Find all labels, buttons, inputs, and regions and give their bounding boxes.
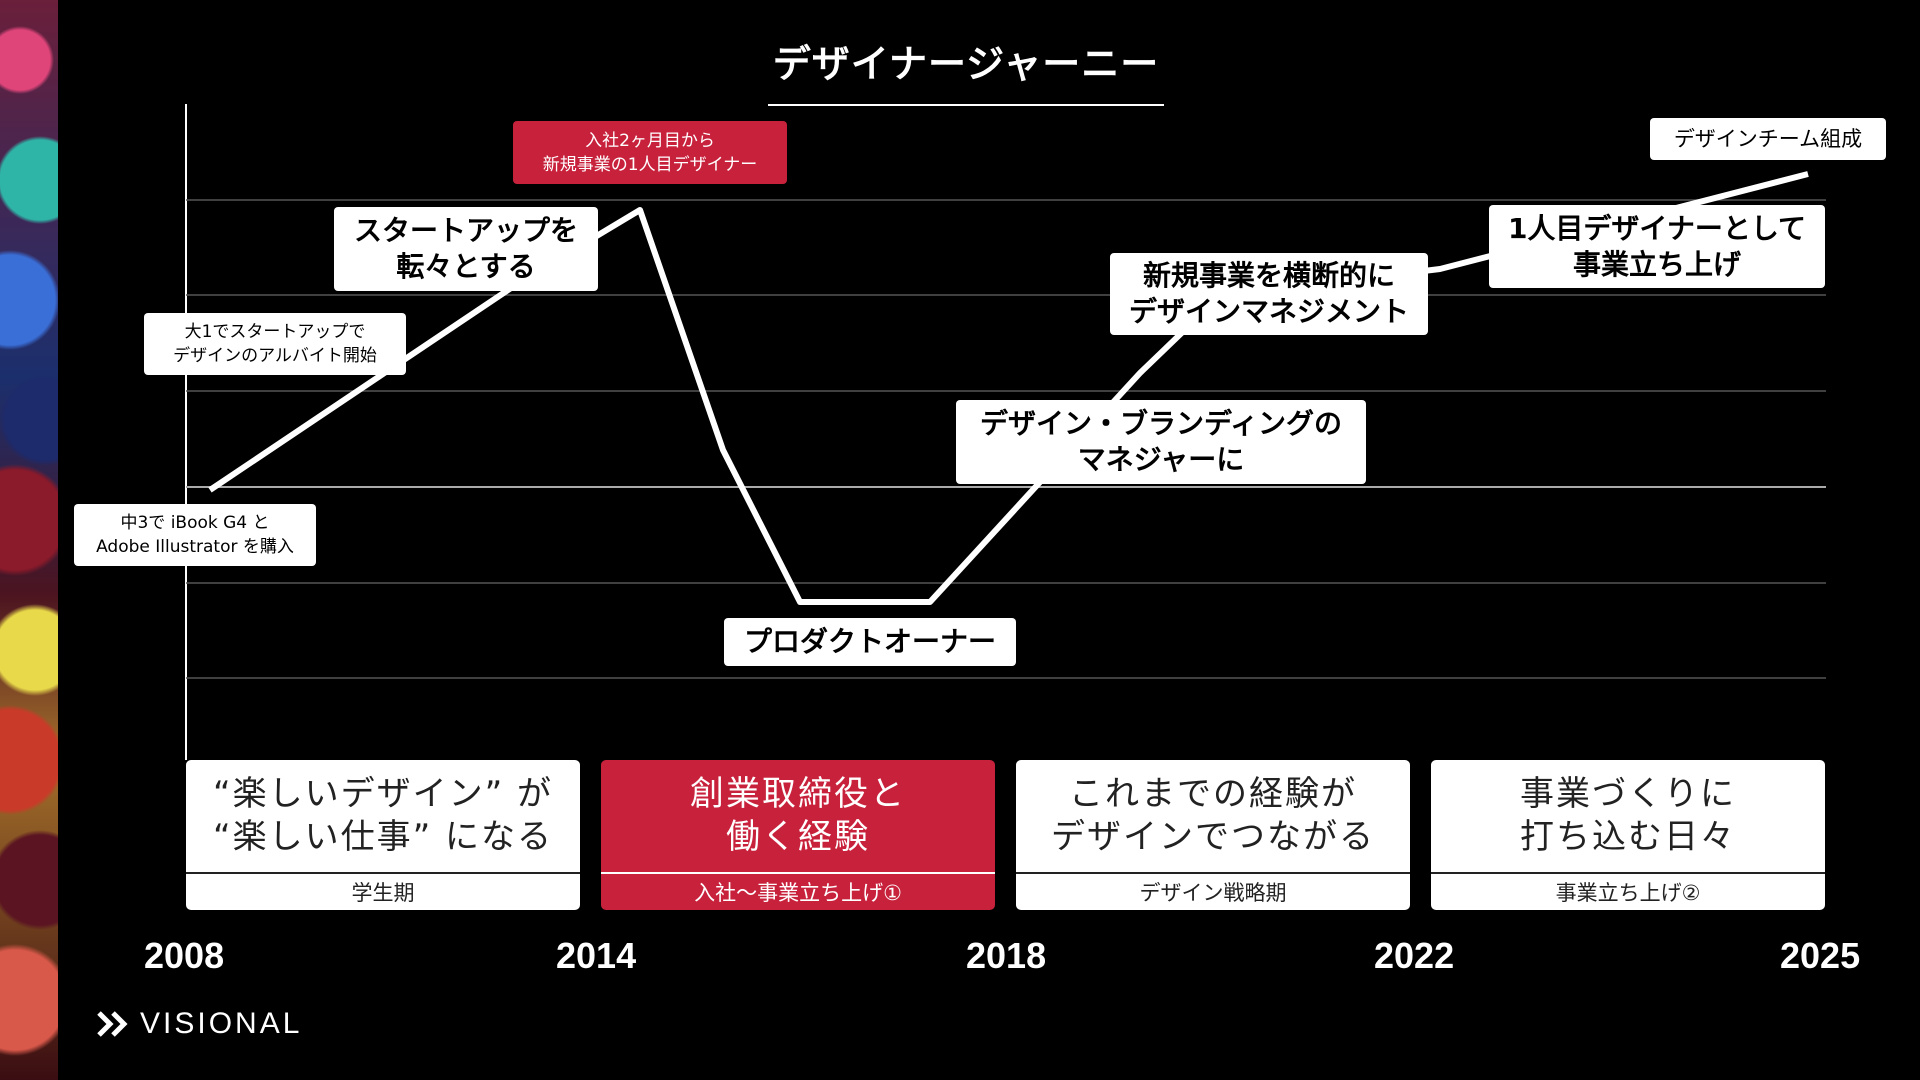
- event-label-first-designer: 1人目デザイナーとして 事業立ち上げ: [1489, 205, 1825, 288]
- event-label-cross-design: 新規事業を横断的に デザインマネジメント: [1110, 253, 1428, 335]
- year-label-2018: 2018: [966, 935, 1047, 976]
- event-label-team: デザインチーム組成: [1650, 118, 1886, 160]
- year-label-2014: 2014: [556, 935, 637, 976]
- phase-main-text: 創業取締役と 働く経験: [690, 774, 906, 857]
- brand-logo: VISIONAL: [96, 1006, 302, 1042]
- event-label-join: 入社2ヶ月目から 新規事業の1人目デザイナー: [513, 121, 787, 184]
- page-title: デザイナージャーニー: [768, 36, 1164, 106]
- phase-main-text: 事業づくりに 打ち込む日々: [1520, 774, 1736, 857]
- phase-period-label: 事業立ち上げ②: [1431, 872, 1825, 910]
- phase-period-label: デザイン戦略期: [1016, 872, 1410, 910]
- year-label-2008: 2008: [144, 935, 225, 976]
- phase-period-label: 学生期: [186, 872, 580, 910]
- year-label-2025: 2025: [1780, 935, 1861, 976]
- phase-card-launch: 事業づくりに 打ち込む日々 事業立ち上げ②: [1431, 760, 1825, 910]
- phase-card-strategy: これまでの経験が デザインでつながる デザイン戦略期: [1016, 760, 1410, 910]
- year-label-2022: 2022: [1374, 935, 1455, 976]
- event-label-startup: スタートアップを 転々とする: [334, 207, 598, 291]
- phase-period-label: 入社〜事業立ち上げ①: [601, 872, 995, 910]
- event-label-product-owner: プロダクトオーナー: [724, 618, 1016, 666]
- phase-main-text: “楽しいデザイン” が “楽しい仕事” になる: [212, 774, 554, 857]
- event-label-parttime: 大1でスタートアップで デザインのアルバイト開始: [144, 313, 406, 375]
- decorative-side-image: [0, 0, 58, 1080]
- phase-card-student: “楽しいデザイン” が “楽しい仕事” になる 学生期: [186, 760, 580, 910]
- chevron-double-icon: [97, 1011, 128, 1037]
- event-label-ibook: 中3で iBook G4 と Adobe Illustrator を購入: [74, 504, 316, 566]
- phase-main-text: これまでの経験が デザインでつながる: [1051, 774, 1375, 857]
- phase-card-join: 創業取締役と 働く経験 入社〜事業立ち上げ①: [601, 760, 995, 910]
- event-label-manager: デザイン・ブランディングの マネジャーに: [956, 400, 1366, 484]
- logo-text: VISIONAL: [140, 1007, 303, 1040]
